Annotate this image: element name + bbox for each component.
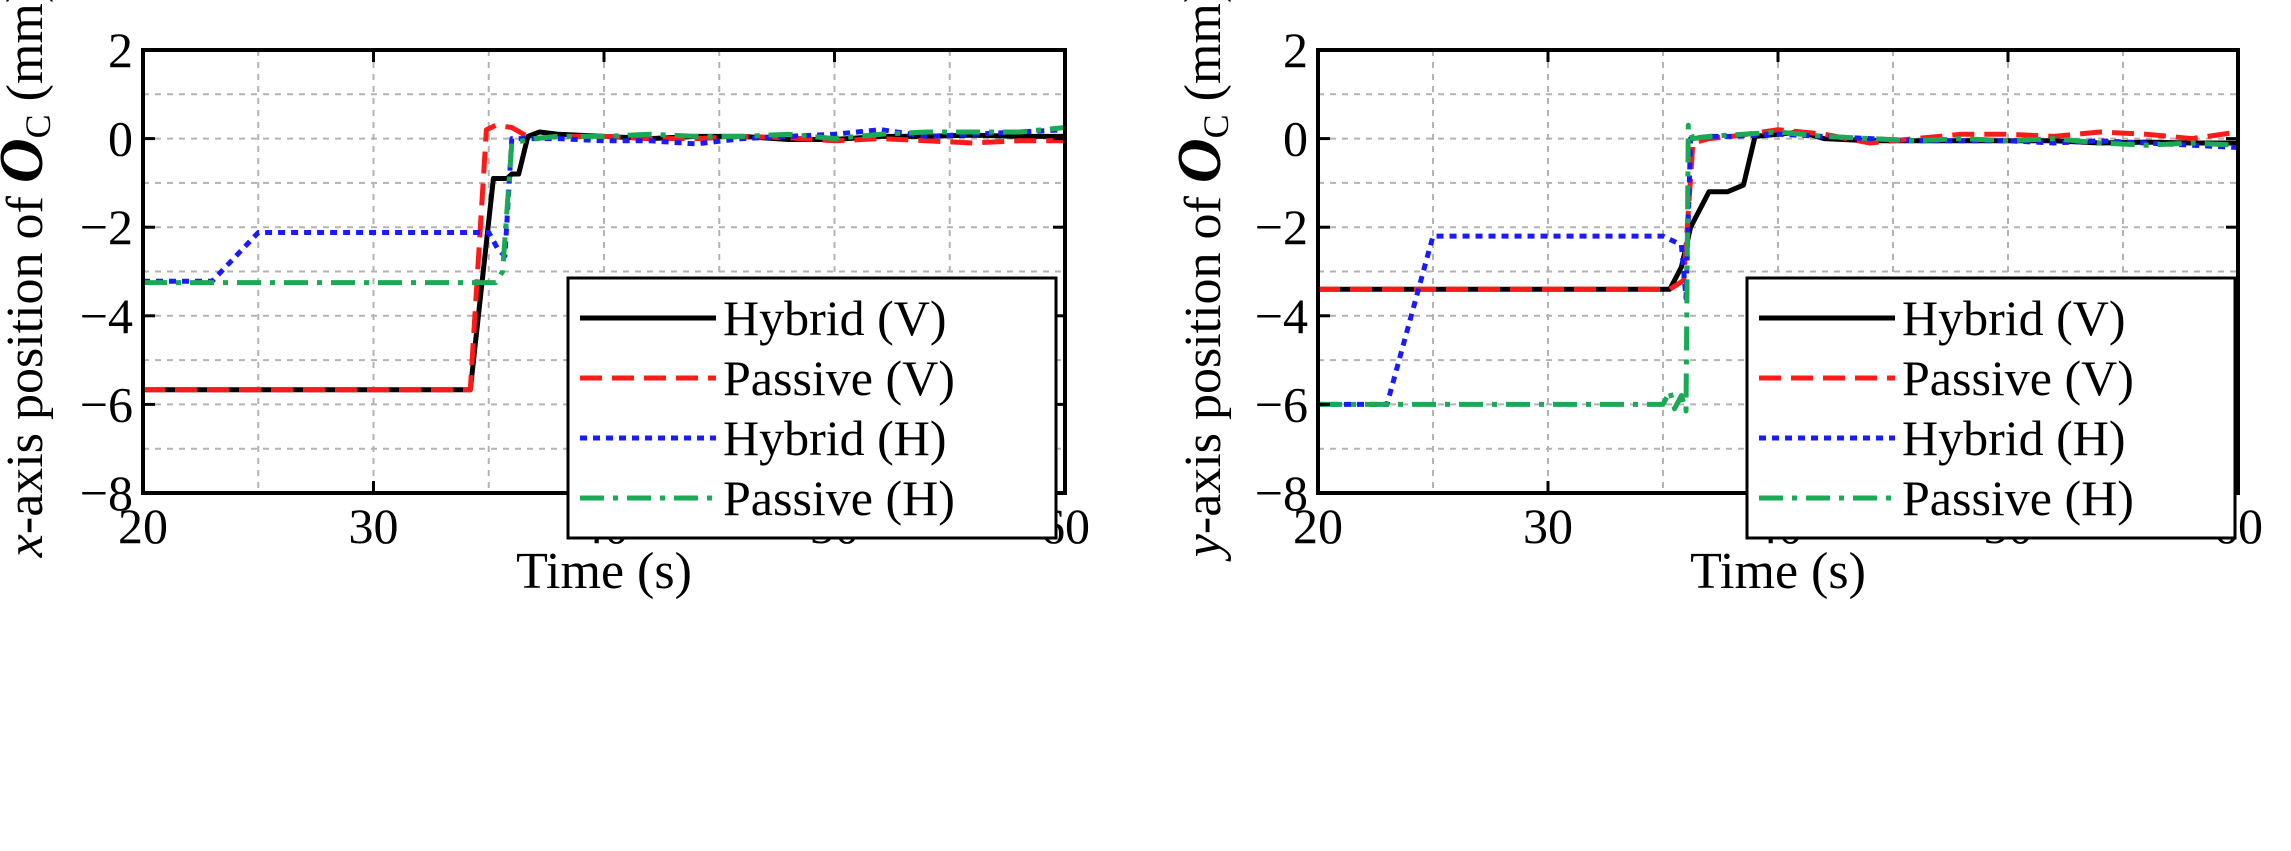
- y-tick-label: −8: [80, 465, 133, 521]
- legend-label: Hybrid (H): [723, 410, 947, 466]
- legend-box: [566, 276, 1058, 540]
- series-line-passive-h: [143, 125, 1065, 286]
- legend-label: Hybrid (V): [1902, 290, 2126, 346]
- legend-label: Passive (H): [723, 470, 955, 526]
- legend-box: [1745, 276, 2237, 540]
- y-axis-label: x-axis position of OC (mm): [0, 0, 58, 558]
- y-axis-label-subscript: C: [18, 114, 58, 138]
- y-tick-label: −6: [80, 376, 133, 432]
- legend: Hybrid (V)Passive (V)Hybrid (H)Passive (…: [1745, 276, 2237, 540]
- legend-label: Passive (H): [1902, 470, 2134, 526]
- series-line-passive-h: [1318, 122, 2238, 414]
- y-axis-label-text: -axis position of: [1175, 183, 1232, 534]
- legend-label: Passive (V): [1902, 350, 2134, 406]
- y-axis-label-subscript: C: [1196, 114, 1236, 138]
- y-tick-label: 2: [108, 22, 133, 78]
- y-tick-label: 2: [1283, 22, 1308, 78]
- x-tick-label: 30: [1523, 498, 1573, 554]
- y-tick-label: −2: [1255, 199, 1308, 255]
- y-tick-label: −6: [1255, 376, 1308, 432]
- x-axis-label: Time (s): [1690, 543, 1866, 600]
- series-line-hybrid-h: [1318, 131, 2238, 407]
- y-axis-label-text: -axis position of: [0, 183, 54, 534]
- legend-label: Hybrid (H): [1902, 410, 2126, 466]
- y-tick-label: −8: [1255, 465, 1308, 521]
- legend-label: Hybrid (V): [723, 290, 947, 346]
- y-axis-label-symbol: O: [0, 138, 56, 183]
- legend: Hybrid (V)Passive (V)Hybrid (H)Passive (…: [566, 276, 1058, 540]
- y-axis-label-symbol: O: [1166, 138, 1234, 183]
- y-axis-label-prefix: y: [1175, 533, 1232, 562]
- legend-label: Passive (V): [723, 350, 955, 406]
- y-tick-label: 0: [108, 111, 133, 167]
- y-tick-label: −2: [80, 199, 133, 255]
- x-axis-label: Time (s): [516, 543, 692, 600]
- y-tick-label: 0: [1283, 111, 1308, 167]
- x-tick-label: 30: [349, 498, 399, 554]
- y-axis-label-prefix: x: [0, 534, 54, 558]
- y-tick-label: −4: [80, 288, 133, 344]
- y-tick-label: −4: [1255, 288, 1308, 344]
- y-axis-label: y-axis position of OC (mm): [1166, 0, 1236, 562]
- y-axis-label-unit: (mm): [1175, 0, 1232, 114]
- x-tick-label: 20: [1293, 498, 1343, 554]
- x-tick-label: 20: [118, 498, 168, 554]
- y-axis-label-unit: (mm): [0, 0, 54, 114]
- series-line-hybrid-h: [143, 127, 1065, 284]
